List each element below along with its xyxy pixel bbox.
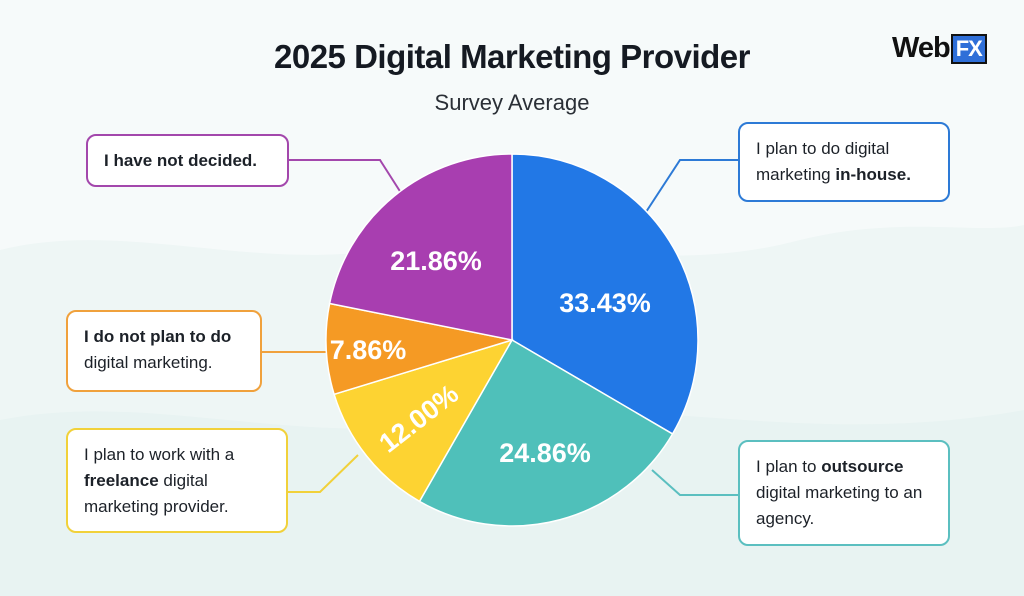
- pie-label-not-plan: 7.86%: [330, 335, 407, 365]
- pie-label-outsource: 24.86%: [499, 438, 591, 468]
- connector-undecided: [288, 159, 404, 197]
- callout-undecided-bold: I have not decided.: [104, 151, 258, 170]
- connector-freelance: [288, 454, 359, 493]
- chart-title: 2025 Digital Marketing Provider: [273, 38, 751, 75]
- callout-outsource-text-end: digital marketing to an agency.: [756, 483, 923, 528]
- pie-slice-inhouse: [511, 153, 699, 435]
- callout-undecided: I have not decided.: [86, 134, 289, 187]
- callout-not-plan: I do not plan to do digital marketing.: [66, 310, 262, 392]
- callout-inhouse-text: I plan to do digital marketing: [756, 139, 890, 184]
- pie-slice-undecided: [328, 153, 513, 341]
- pie-slices: [325, 153, 699, 527]
- callout-freelance-text: I plan to work with a: [84, 445, 235, 464]
- chart-subtitle: Survey Average: [434, 90, 590, 115]
- pie-slice-outsource: [418, 338, 674, 527]
- callout-freelance-bold: freelance: [84, 471, 159, 490]
- callout-inhouse-bold: in-house.: [835, 165, 911, 184]
- logo-web-text: Web: [892, 32, 951, 64]
- callout-outsource: I plan to outsource digital marketing to…: [738, 440, 950, 546]
- callout-not-plan-bold: I do not plan to do: [84, 327, 232, 346]
- pie-slice-freelance: [333, 338, 514, 503]
- callout-freelance-text-end: digital marketing provider.: [84, 471, 229, 516]
- callout-outsource-text: I plan to: [756, 457, 822, 476]
- logo-fx-text: FX: [950, 33, 987, 64]
- callout-inhouse: I plan to do digital marketing in-house.: [738, 122, 950, 202]
- pie-label-undecided: 21.86%: [390, 246, 482, 276]
- pie-label-inhouse: 33.43%: [559, 288, 651, 318]
- callout-outsource-bold: outsource: [821, 457, 904, 476]
- pie-slice-not-plan: [325, 302, 513, 396]
- callout-freelance: I plan to work with a freelance digital …: [66, 428, 288, 533]
- webfx-logo: Web FX: [892, 32, 987, 65]
- callout-not-plan-text: digital marketing.: [84, 353, 213, 372]
- connector-inhouse: [645, 159, 738, 213]
- connector-outsource: [651, 469, 738, 496]
